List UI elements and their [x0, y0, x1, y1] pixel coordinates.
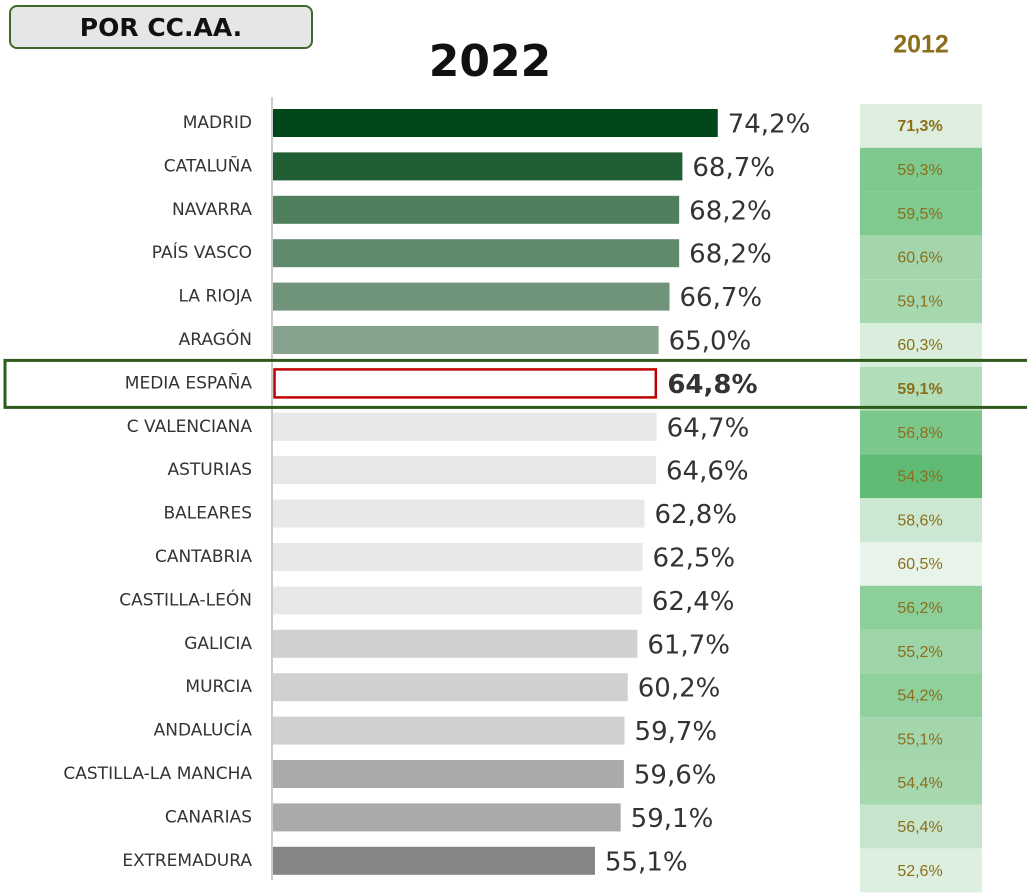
value-label: 59,6%: [634, 761, 717, 791]
category-label: EXTREMADURA: [122, 851, 252, 871]
table-value: 56,4%: [897, 819, 942, 836]
table-value: 54,4%: [897, 775, 942, 792]
category-label: CANARIAS: [165, 807, 252, 827]
category-label: CASTILLA-LA MANCHA: [63, 764, 252, 784]
value-label: 66,7%: [680, 283, 763, 313]
table-value: 59,1%: [897, 293, 942, 310]
value-label: 60,2%: [638, 674, 721, 704]
value-label: 64,6%: [666, 457, 749, 487]
table-cell: [860, 366, 982, 411]
bar: [273, 152, 683, 181]
highlight-box: [3, 358, 1027, 409]
category-label: ASTURIAS: [168, 460, 253, 480]
bar: [273, 586, 642, 615]
category-label: ANDALUCÍA: [154, 719, 253, 741]
bar: [273, 673, 628, 702]
value-label: 59,7%: [635, 717, 718, 747]
table-value: 60,6%: [897, 250, 942, 267]
value-label: 64,8%: [667, 370, 757, 400]
bar: [273, 412, 657, 441]
table-cell: [860, 585, 982, 630]
table-cell: [860, 848, 982, 893]
value-label: 59,1%: [631, 804, 714, 834]
bar: [273, 282, 670, 311]
value-label: 62,4%: [652, 587, 735, 617]
table-value: 60,3%: [897, 337, 942, 354]
value-label: 62,8%: [654, 500, 737, 530]
table-value: 60,5%: [897, 556, 942, 573]
table-cell: [860, 761, 982, 805]
category-label: MURCIA: [185, 677, 252, 697]
table-cell: [860, 498, 982, 542]
bar: [273, 195, 680, 224]
category-label: CASTILLA-LEÓN: [119, 588, 252, 610]
table-value: 55,1%: [897, 731, 942, 748]
bar: [273, 716, 625, 745]
table-cell: [860, 104, 982, 148]
value-label: 64,7%: [667, 413, 750, 443]
table-value: 71,3%: [897, 118, 942, 135]
category-label: ARAGÓN: [179, 328, 252, 350]
table-value: 59,1%: [897, 381, 942, 398]
table-value: 54,2%: [897, 688, 942, 705]
table-cell: [860, 673, 982, 718]
chart-title: POR CC.AA.: [80, 13, 242, 42]
bar: [273, 326, 659, 354]
value-label: 61,7%: [647, 630, 730, 660]
bar: [273, 239, 680, 268]
table-cell: [860, 454, 982, 499]
category-label: PAÍS VASCO: [152, 241, 252, 263]
table-value: 52,6%: [897, 863, 942, 880]
value-label: 68,7%: [692, 153, 775, 183]
bar: [273, 543, 643, 571]
series-title: 2022: [429, 36, 551, 87]
table-value: 58,6%: [897, 512, 942, 529]
category-label: C VALENCIANA: [127, 417, 253, 437]
table-cell: [860, 279, 982, 323]
value-label: 74,2%: [728, 110, 811, 140]
category-label: MADRID: [183, 113, 252, 133]
bar: [273, 846, 595, 875]
table-value: 55,2%: [897, 644, 942, 661]
category-label: LA RIOJA: [179, 287, 253, 307]
column-title: 2012: [893, 31, 949, 59]
table-value: 59,5%: [897, 206, 942, 223]
table-cell: [860, 542, 982, 586]
bar: [273, 629, 638, 658]
category-label: BALEARES: [164, 504, 252, 524]
category-label: CANTABRIA: [155, 547, 252, 567]
table-value: 59,3%: [897, 162, 942, 179]
category-label: MEDIA ESPAÑA: [125, 371, 253, 393]
bar: [273, 803, 621, 832]
bar: [273, 760, 624, 788]
table-value: 56,2%: [897, 600, 942, 617]
table-cell: [860, 191, 982, 236]
bar: [273, 499, 645, 528]
category-label: GALICIA: [184, 634, 252, 654]
table-value: 54,3%: [897, 469, 942, 486]
bar: [273, 368, 658, 399]
value-label: 65,0%: [669, 327, 752, 357]
value-label: 62,5%: [653, 544, 736, 574]
table-cell: [860, 235, 982, 280]
category-label: NAVARRA: [172, 200, 252, 220]
value-label: 68,2%: [689, 240, 772, 270]
table-value: 56,8%: [897, 425, 942, 442]
value-label: 55,1%: [605, 847, 688, 877]
table-cell: [860, 717, 982, 761]
table-cell: [860, 629, 982, 674]
bar: [273, 456, 657, 485]
table-cell: [860, 804, 982, 849]
category-label: CATALUÑA: [164, 154, 253, 176]
bar: [273, 109, 718, 137]
table-cell: [860, 410, 982, 455]
title-box: [9, 5, 313, 49]
value-label: 68,2%: [689, 196, 772, 226]
table-cell: [860, 147, 982, 192]
